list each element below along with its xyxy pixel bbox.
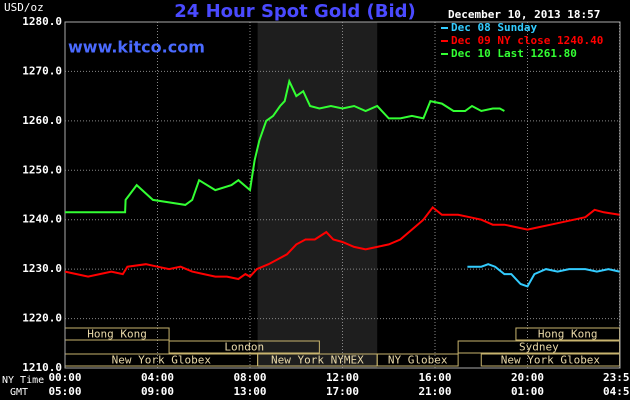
series-line bbox=[467, 263, 620, 288]
x-tick-label-gmt: 05:00 bbox=[48, 385, 81, 398]
y-tick-label: 1220.0 bbox=[22, 312, 62, 325]
session-label: Hong Kong bbox=[87, 328, 147, 341]
y-tick-label: 1210.0 bbox=[22, 361, 62, 374]
chart-title: 24 Hour Spot Gold (Bid) bbox=[174, 1, 415, 22]
x-tick-label-gmt: 09:00 bbox=[141, 385, 174, 398]
y-tick-label: 1250.0 bbox=[22, 163, 62, 176]
x-tick-label: 23:59 bbox=[603, 371, 630, 384]
session-label: New York Globex bbox=[112, 354, 212, 367]
y-tick-label: 1280.0 bbox=[22, 15, 62, 28]
y-axis-label: USD/oz bbox=[4, 1, 44, 14]
x-tick-label: 00:00 bbox=[48, 371, 81, 384]
site-url: www.kitco.com bbox=[68, 38, 205, 57]
x-row-label: GMT bbox=[10, 387, 28, 398]
series-line bbox=[65, 78, 505, 214]
x-tick-label: 08:00 bbox=[233, 371, 266, 384]
shaded-region bbox=[257, 22, 378, 368]
x-tick-label: 16:00 bbox=[418, 371, 451, 384]
session-label: Hong Kong bbox=[538, 328, 598, 341]
session-label: New York NYMEX bbox=[271, 354, 364, 367]
y-tick-label: 1260.0 bbox=[22, 114, 62, 127]
x-tick-label: 12:00 bbox=[326, 371, 359, 384]
session-box bbox=[168, 340, 320, 354]
x-tick-label-gmt: 17:00 bbox=[326, 385, 359, 398]
series-line bbox=[64, 205, 620, 281]
x-row-label: NY Time bbox=[2, 375, 44, 386]
y-tick-label: 1270.0 bbox=[22, 64, 62, 77]
timestamp: December 10, 2013 18:57 bbox=[448, 8, 600, 21]
x-tick-label: 20:00 bbox=[511, 371, 544, 384]
legend-label: Dec 08 Sunday bbox=[451, 21, 537, 34]
session-label: New York Globex bbox=[501, 354, 601, 367]
y-tick-label: 1230.0 bbox=[22, 262, 62, 275]
session-label: London bbox=[224, 341, 264, 354]
session-label: Sydney bbox=[519, 341, 559, 354]
legend-label: Dec 10 Last 1261.80 bbox=[451, 47, 577, 60]
x-tick-label-gmt: 21:00 bbox=[418, 385, 451, 398]
x-tick-label-gmt: 13:00 bbox=[233, 385, 266, 398]
x-tick-label-gmt: 04:59 bbox=[603, 385, 630, 398]
y-tick-label: 1240.0 bbox=[22, 213, 62, 226]
legend-label: Dec 09 NY close 1240.40 bbox=[451, 34, 603, 47]
x-tick-label: 04:00 bbox=[141, 371, 174, 384]
session-label: NY Globex bbox=[388, 354, 448, 367]
session-box bbox=[376, 353, 459, 367]
x-tick-label-gmt: 01:00 bbox=[511, 385, 544, 398]
plot-frame bbox=[64, 21, 621, 369]
